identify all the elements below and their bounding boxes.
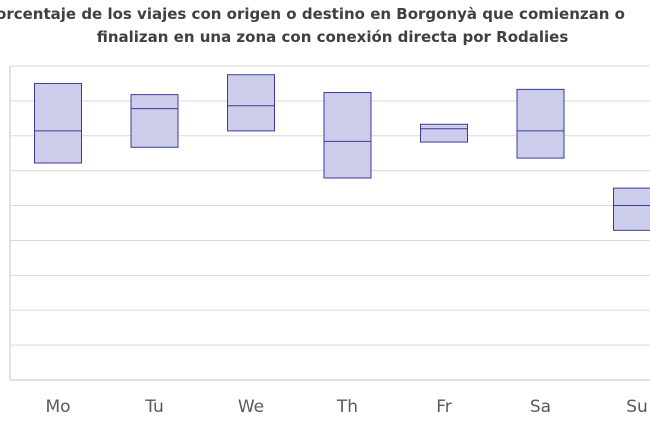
box-mo [34,82,82,164]
x-tick-label: Fr [436,397,452,417]
x-tick-label: We [238,397,264,417]
x-tick-label: Su [626,397,648,417]
box-th [323,92,372,179]
box-tu [130,94,179,148]
x-tick-labels: Mo Tu We Th Fr Sa Su [45,397,647,417]
boxes [34,74,650,231]
x-tick-label: Sa [530,397,551,417]
chart-title-line-2: finalizan en una zona con conexión direc… [96,28,569,46]
box-sa [516,88,565,159]
x-tick-label: Th [336,397,358,417]
chart-title-line-1: Porcentaje de los viajes con origen o de… [0,5,625,23]
x-tick-label: Mo [45,397,70,417]
axes [9,66,650,381]
chart-title: Porcentaje de los viajes con origen o de… [0,3,650,49]
box-su [613,187,650,231]
x-tick-label: Tu [144,397,164,417]
box-fr [420,123,468,143]
box-we [227,74,275,132]
